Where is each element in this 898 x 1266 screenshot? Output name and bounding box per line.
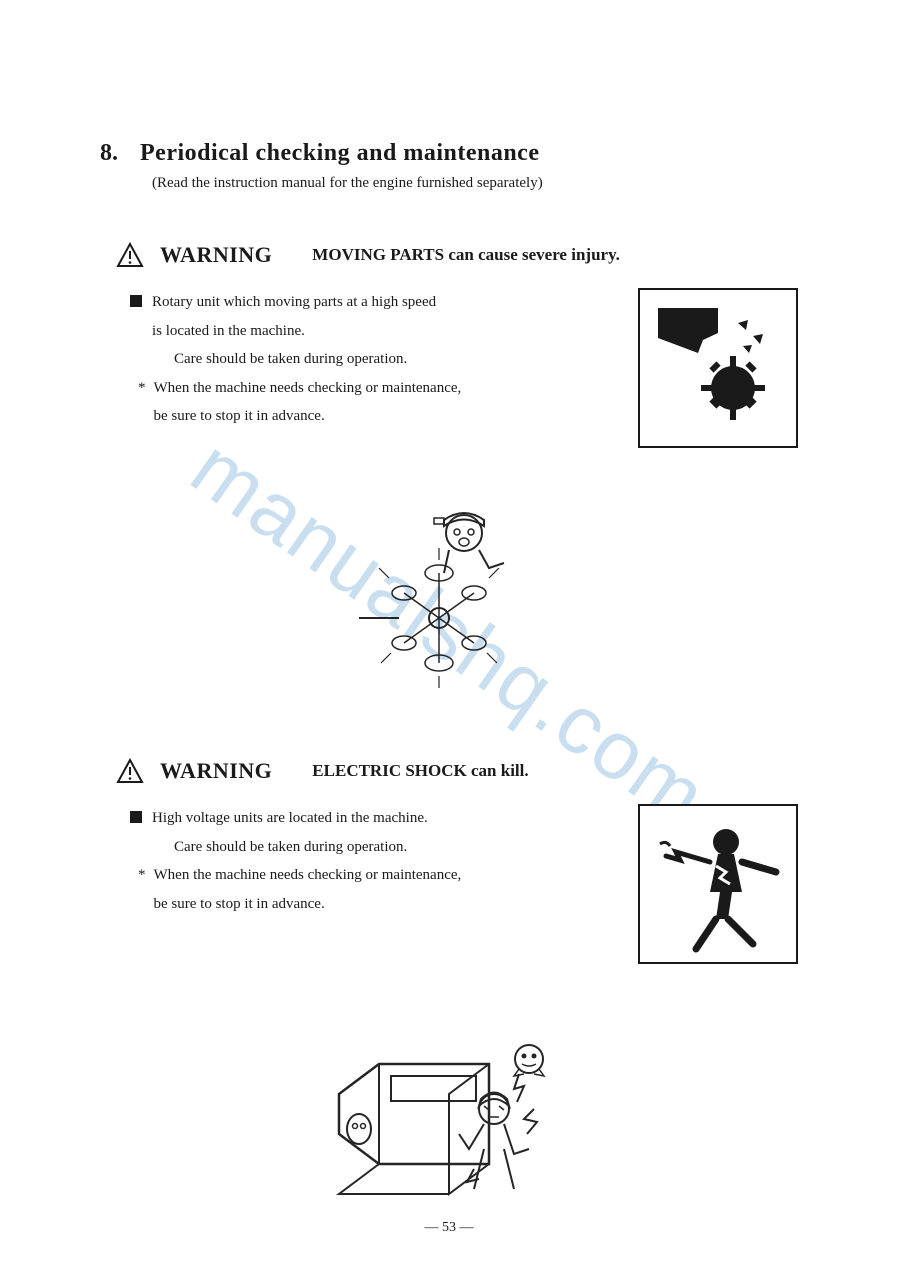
moving-parts-pictogram [638,288,798,448]
cartoon-illustration-2 [100,1014,808,1214]
electrocution-icon [648,814,788,954]
person-fan-cartoon-icon [349,498,559,698]
electric-shock-pictogram [638,804,798,964]
warning-subtitle: ELECTRIC SHOCK can kill. [312,761,528,781]
section-subtitle: (Read the instruction manual for the eng… [152,175,808,192]
warning-label: WARNING [160,242,272,268]
star-line: be sure to stop it in advance. [154,402,462,431]
warning-body: Rotary unit which moving parts at a high… [130,288,808,448]
bullet-line: is located in the machine. [152,317,638,346]
warning-electric-shock: WARNING ELECTRIC SHOCK can kill. High vo… [100,758,808,964]
hand-gear-icon [648,298,788,438]
cartoon-illustration-1 [100,498,808,698]
warning-text: High voltage units are located in the ma… [130,804,638,918]
warning-triangle-icon [116,758,144,784]
person-machine-shock-cartoon-icon [319,1014,589,1214]
warning-body: High voltage units are located in the ma… [130,804,808,964]
warning-label: WARNING [160,758,272,784]
warning-subtitle: MOVING PARTS can cause severe injury. [312,245,620,265]
warning-triangle-icon [116,242,144,268]
bullet-line: Care should be taken during operation. [174,345,638,374]
page-number: — 53 — [0,1220,898,1236]
section-title: Periodical checking and maintenance [140,140,539,167]
bullet-line: Care should be taken during operation. [174,833,638,862]
bullet-square-icon [130,811,142,823]
star-line: When the machine needs checking or maint… [154,861,462,890]
section-header: 8. Periodical checking and maintenance [100,140,808,167]
page-content: 8. Periodical checking and maintenance (… [100,140,808,1214]
warning-moving-parts: WARNING MOVING PARTS can cause severe in… [100,242,808,448]
bullet-line: Rotary unit which moving parts at a high… [152,288,638,317]
bullet-line: High voltage units are located in the ma… [152,804,638,833]
bullet-square-icon [130,295,142,307]
asterisk-marker: * [138,374,146,431]
section-number: 8. [100,140,118,167]
asterisk-marker: * [138,861,146,918]
warning-header: WARNING MOVING PARTS can cause severe in… [116,242,808,268]
star-line: When the machine needs checking or maint… [154,374,462,403]
warning-text: Rotary unit which moving parts at a high… [130,288,638,431]
star-line: be sure to stop it in advance. [154,890,462,919]
warning-header: WARNING ELECTRIC SHOCK can kill. [116,758,808,784]
